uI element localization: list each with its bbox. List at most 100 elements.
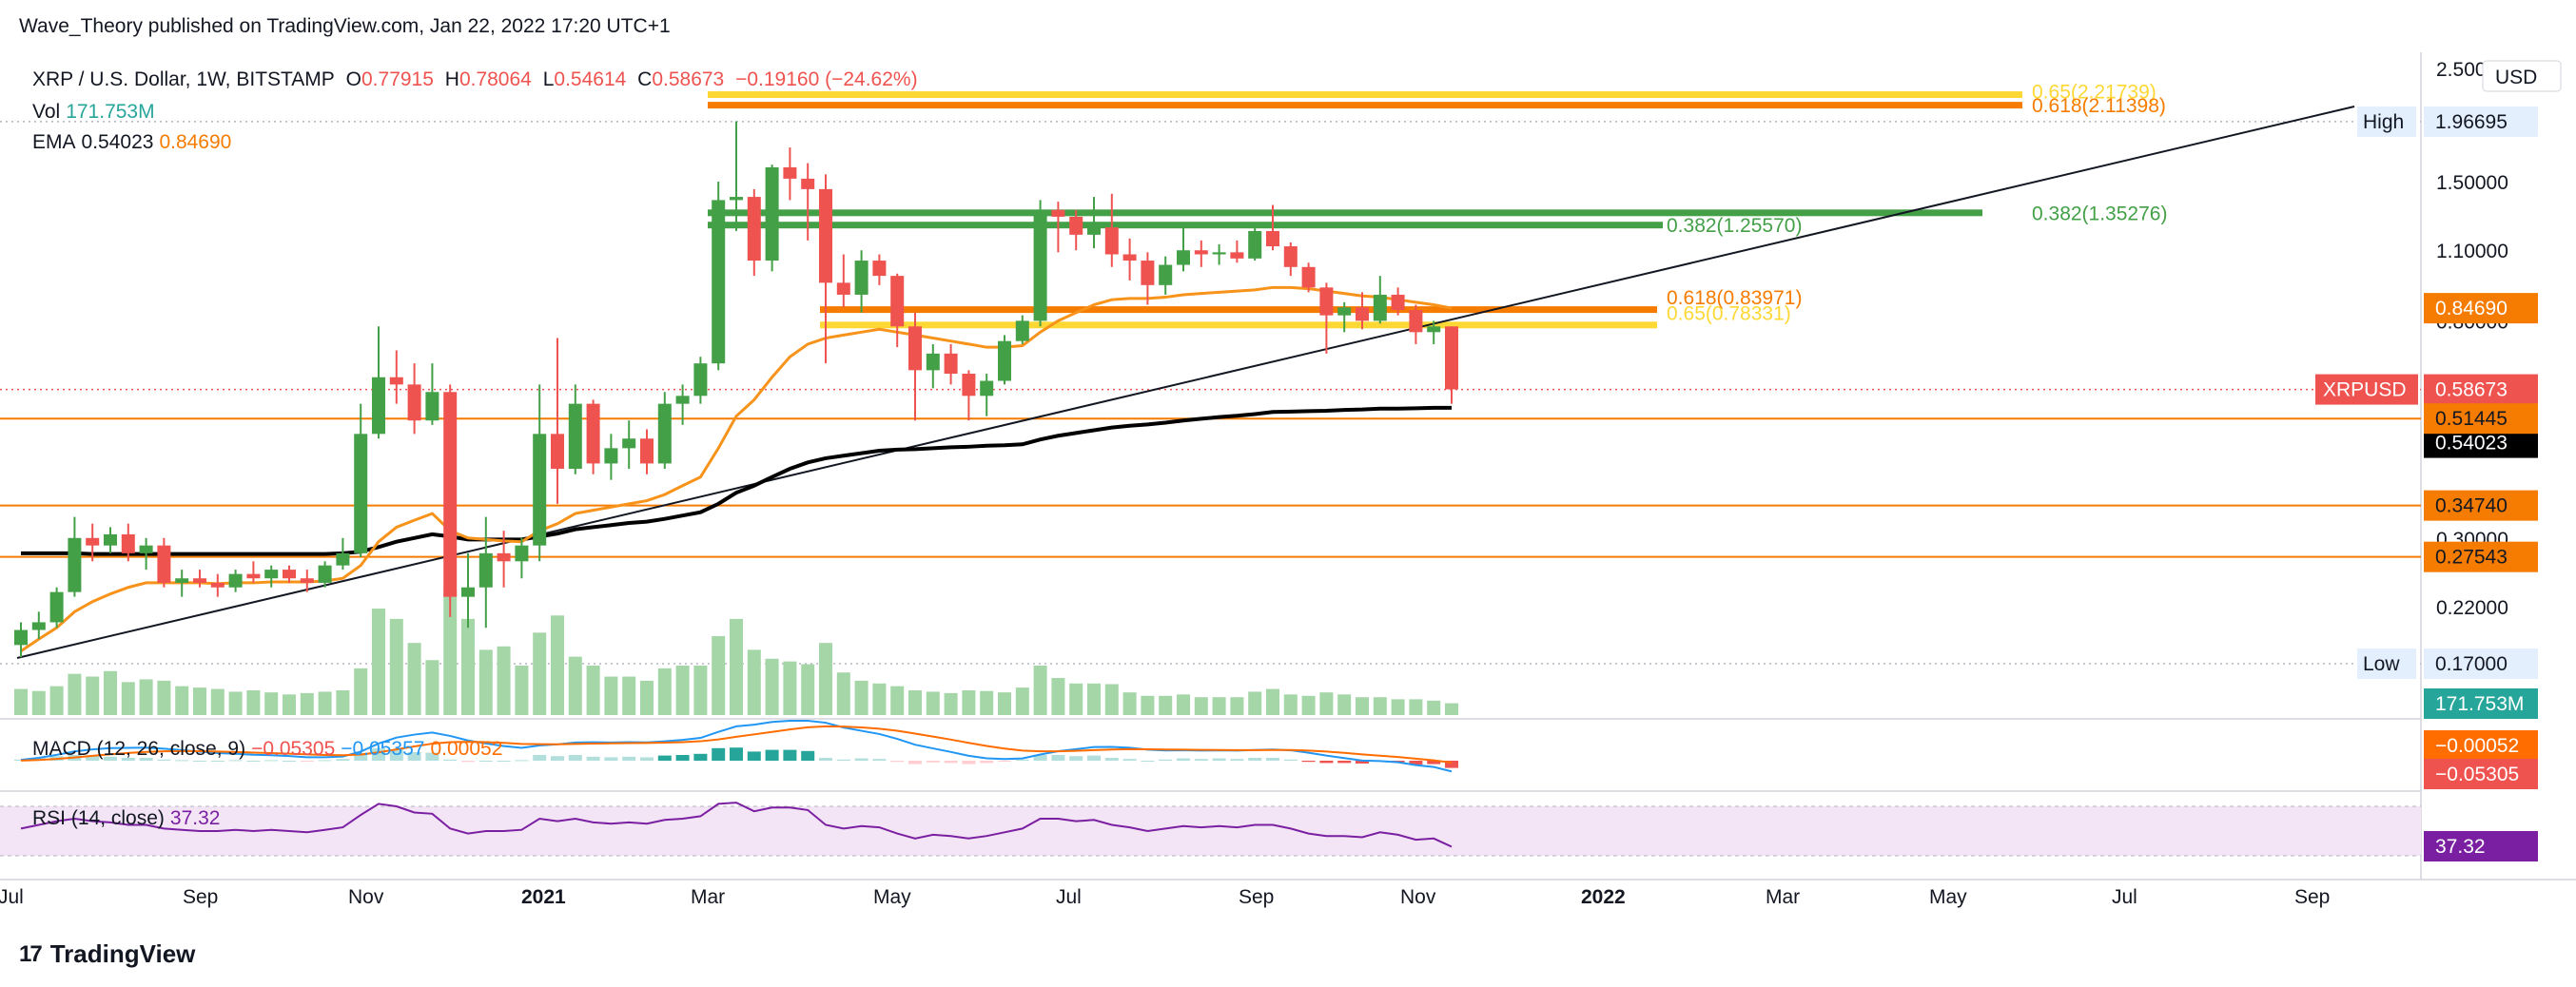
ema-value-long: 0.54023 <box>81 131 154 153</box>
macd-hist-bar <box>1319 761 1334 764</box>
tradingview-logo[interactable]: 17 TradingView <box>19 939 195 969</box>
candle-body <box>1283 246 1298 267</box>
time-tick-4: Mar <box>691 886 725 908</box>
macd-hist-bar <box>1177 758 1190 761</box>
candle-body <box>998 340 1011 381</box>
volume-bar <box>747 649 761 715</box>
candle-body <box>908 326 922 371</box>
rsi-tag-value: 37.32 <box>2435 836 2486 858</box>
candle-body <box>157 545 171 583</box>
candle-body <box>1230 252 1244 259</box>
open-label: O <box>345 68 361 90</box>
volume-bar <box>210 688 224 715</box>
candle-body <box>1194 250 1208 255</box>
fib-band-0618 <box>820 306 1657 314</box>
volume-bar <box>533 632 547 715</box>
macd-hist-bar <box>515 760 529 762</box>
macd-value: −0.05305 <box>251 738 336 760</box>
ema-long-tag-value: 0.54023 <box>2435 433 2508 455</box>
volume-legend[interactable]: Vol 171.753M <box>32 101 161 124</box>
candle-body <box>1122 254 1137 261</box>
support-tag-0-bg <box>2424 403 2538 435</box>
candle-body <box>1319 287 1334 316</box>
macd-hist-bar <box>765 749 779 761</box>
candle-body <box>1141 261 1155 285</box>
macd-hist-bar <box>640 757 654 761</box>
candle-body <box>926 353 940 371</box>
support-tag-1-bg <box>2424 490 2538 521</box>
price-tick-1: 1.50000 <box>2436 172 2508 194</box>
volume-bar <box>246 690 261 715</box>
rsi-band <box>0 806 2421 856</box>
fib-label-2: 0.382(1.25570) <box>1667 215 1802 237</box>
time-tick-13: Sep <box>2294 886 2330 908</box>
macd-hist-bar <box>836 759 850 761</box>
low-tag-label-bg <box>2357 648 2416 680</box>
xrpusd-label: XRPUSD <box>2323 379 2407 401</box>
xrpusd-label-bg <box>2315 374 2418 405</box>
macd-hist-bar <box>283 761 296 762</box>
ema-legend[interactable]: EMA 0.54023 0.84690 <box>32 131 237 154</box>
candle-body <box>14 629 28 646</box>
candle-body <box>819 188 832 283</box>
macd-hist-bar <box>730 747 743 761</box>
candle-body <box>675 396 690 404</box>
volume-bar <box>1427 700 1441 715</box>
support-tag-0-value: 0.51445 <box>2435 408 2508 430</box>
macd-hist-bar <box>1409 761 1423 765</box>
time-tick-10: Mar <box>1766 886 1800 908</box>
candle-body <box>443 392 458 597</box>
volume-bar <box>283 694 296 715</box>
fib-band-0382-upper <box>708 209 1982 217</box>
xrpusd-tag-value: 0.58673 <box>2435 379 2508 401</box>
macd-hist-bar <box>193 761 206 762</box>
time-tick-8: Nov <box>1400 886 1436 908</box>
candle-body <box>1248 230 1262 259</box>
macd-hist-bar <box>1033 755 1047 761</box>
volume-bar <box>1301 695 1316 715</box>
candle-body <box>604 448 618 464</box>
candle-body <box>1087 227 1101 235</box>
macd-hist-bar <box>1159 759 1173 761</box>
volume-bar <box>693 666 708 715</box>
macd-hist-bar <box>389 749 403 761</box>
macd-hist-bar <box>318 760 332 762</box>
macd-legend[interactable]: MACD (12, 26, close, 9) −0.05305 −0.05357 0… <box>32 738 508 761</box>
macd-hist-bar <box>336 759 350 761</box>
macd-hist-bar <box>425 752 439 761</box>
volume-bar <box>443 591 458 715</box>
candle-body <box>1266 230 1279 247</box>
volume-bar <box>640 680 654 715</box>
time-tick-6: Jul <box>1056 886 1082 908</box>
candle-body <box>693 363 708 397</box>
volume-bar <box>14 688 28 715</box>
candle-body <box>944 353 958 375</box>
volume-bar <box>425 660 439 715</box>
volume-bar <box>1177 694 1190 715</box>
volume-bar <box>657 668 672 715</box>
low-tag-value: 0.17000 <box>2435 653 2508 675</box>
candle-body <box>1033 209 1047 321</box>
macd-signal-line <box>20 725 1453 764</box>
macd-hist-bar <box>407 752 421 761</box>
volume-bar <box>551 615 564 715</box>
candle-body <box>193 578 206 583</box>
close-value: 0.58673 <box>652 68 725 90</box>
volume-bar <box>389 618 403 715</box>
volume-bar <box>228 691 243 715</box>
macd-hist-bar <box>568 755 582 761</box>
volume-bar <box>300 692 314 715</box>
volume-bar <box>604 676 618 715</box>
symbol-title[interactable]: XRP / U.S. Dollar, 1W, BITSTAMP <box>32 68 335 90</box>
macd-hist-bar <box>693 753 708 761</box>
candle-body <box>86 537 100 546</box>
macd-hist-bar <box>712 747 726 761</box>
signal-tag-value: −0.00052 <box>2435 735 2519 757</box>
volume-bar <box>854 680 868 715</box>
ema-short-tag-bg <box>2424 293 2538 324</box>
rsi-legend[interactable]: RSI (14, close) 37.32 <box>32 807 225 830</box>
volume-bar <box>1212 697 1226 715</box>
candle-body <box>461 587 475 597</box>
rsi-value: 37.32 <box>169 807 221 829</box>
